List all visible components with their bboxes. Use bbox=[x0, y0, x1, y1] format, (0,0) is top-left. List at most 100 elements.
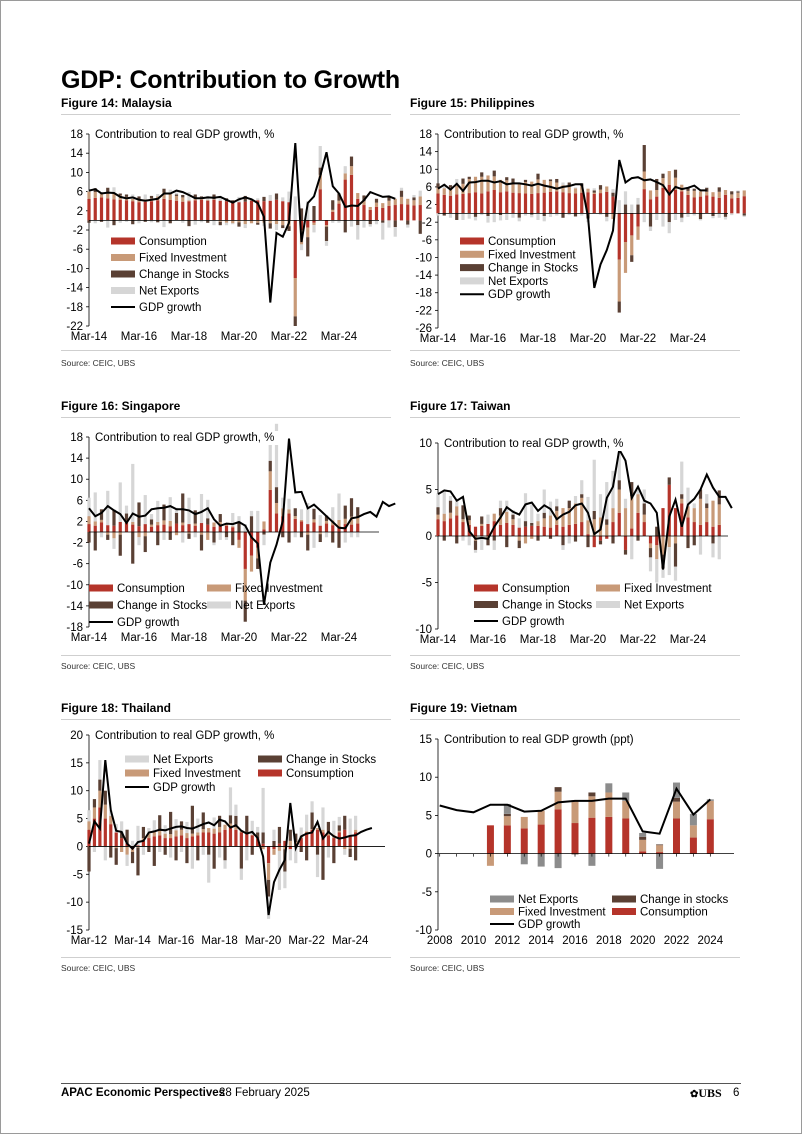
legend-swatch-net-exports bbox=[207, 601, 231, 609]
bar-change-in-stocks bbox=[152, 846, 156, 866]
y-tick-label: -18 bbox=[66, 302, 83, 314]
bar-consumption bbox=[315, 829, 320, 847]
bar-consumption bbox=[193, 525, 197, 532]
bar-change-in-stocks bbox=[106, 534, 110, 540]
bar-consumption bbox=[442, 521, 446, 536]
bar-fixed-investment bbox=[206, 532, 210, 540]
bar-change-in-stocks bbox=[536, 173, 540, 180]
title-rule bbox=[61, 417, 391, 418]
bar-net-exports bbox=[480, 536, 484, 550]
bar-consumption bbox=[212, 833, 216, 847]
bar-fixed-investment bbox=[109, 815, 113, 825]
bar-net-exports bbox=[348, 818, 352, 836]
legend-swatch-net-exports bbox=[490, 895, 514, 903]
bar-consumption bbox=[287, 513, 291, 532]
bar-change-in-stocks bbox=[315, 846, 320, 855]
bar-change-in-stocks bbox=[181, 194, 185, 198]
bar-net-exports bbox=[169, 846, 173, 858]
y-tick-label: 0 bbox=[426, 849, 432, 861]
bar-fixed-investment bbox=[162, 520, 166, 525]
bar-change-in-stocks bbox=[224, 532, 229, 538]
bar-net-exports bbox=[249, 510, 254, 517]
bar-net-exports bbox=[655, 213, 659, 220]
bar-net-exports bbox=[288, 849, 292, 861]
bar-fixed-investment bbox=[287, 509, 291, 514]
bar-consumption bbox=[99, 522, 104, 532]
bar-fixed-investment bbox=[467, 520, 471, 525]
bar-consumption bbox=[480, 525, 484, 536]
bar-fixed-investment bbox=[667, 171, 671, 185]
bar-consumption bbox=[143, 524, 147, 532]
bar-net-exports bbox=[374, 220, 379, 225]
bar-change-in-stocks bbox=[412, 197, 416, 201]
bar-net-exports bbox=[143, 194, 147, 200]
bar-consumption bbox=[623, 213, 628, 243]
x-tick-label: Mar-20 bbox=[570, 333, 606, 345]
bar-change-in-stocks bbox=[199, 534, 204, 551]
bar-net-exports bbox=[118, 482, 122, 522]
legend-label: Fixed Investment bbox=[624, 583, 712, 595]
bar-change-in-stocks bbox=[642, 145, 646, 172]
bar-net-exports bbox=[256, 826, 260, 833]
y-tick-label: -2 bbox=[73, 225, 83, 237]
bar-net-exports bbox=[179, 846, 184, 852]
bar-fixed-investment bbox=[436, 514, 440, 520]
bar-fixed-investment bbox=[505, 511, 509, 523]
y-tick-label: -6 bbox=[73, 244, 83, 256]
bar-fixed-investment bbox=[711, 500, 715, 527]
bar-net-exports bbox=[455, 178, 459, 186]
bar-net-exports bbox=[467, 213, 471, 219]
bar-consumption bbox=[455, 515, 459, 536]
bar-change-in-stocks bbox=[356, 507, 360, 517]
legend-swatch-consumption bbox=[612, 908, 636, 915]
bar-fixed-investment bbox=[536, 179, 540, 194]
footer-rule bbox=[61, 1083, 741, 1084]
bar-net-exports bbox=[698, 219, 703, 221]
bar-net-exports bbox=[124, 220, 129, 222]
bar-net-exports bbox=[217, 846, 222, 858]
bar-consumption bbox=[555, 524, 559, 536]
bar-net-exports bbox=[125, 854, 129, 866]
source-rule bbox=[410, 655, 740, 656]
bar-consumption bbox=[318, 189, 322, 221]
bar-change-in-stocks bbox=[592, 510, 596, 520]
bar-change-in-stocks bbox=[277, 826, 282, 844]
bar-net-exports bbox=[486, 514, 490, 524]
bar-change-in-stocks bbox=[312, 206, 316, 221]
bar-change-in-stocks bbox=[442, 213, 446, 216]
source-note: Source: CEIC, UBS bbox=[61, 963, 136, 973]
bar-fixed-investment bbox=[125, 846, 129, 855]
bar-fixed-investment bbox=[448, 187, 453, 196]
bar-consumption bbox=[272, 846, 276, 850]
bar-consumption bbox=[448, 518, 453, 536]
bar-consumption bbox=[131, 201, 135, 221]
y-tick-label: 10 bbox=[419, 772, 432, 784]
bar-consumption bbox=[174, 200, 179, 221]
bar-consumption bbox=[212, 199, 216, 221]
x-tick-label: Mar-20 bbox=[221, 632, 257, 644]
bar-consumption bbox=[536, 525, 540, 536]
x-tick-label: Mar-16 bbox=[158, 935, 194, 947]
bar-net-exports bbox=[162, 532, 166, 540]
bar-fixed-investment bbox=[630, 496, 634, 529]
bar-consumption bbox=[224, 525, 229, 532]
bar-net-exports bbox=[673, 213, 678, 220]
bar-consumption bbox=[256, 532, 260, 548]
bar-fixed-investment bbox=[711, 192, 715, 197]
bar-fixed-investment bbox=[592, 192, 596, 194]
bar-net-exports bbox=[448, 496, 453, 501]
bar-change-in-stocks bbox=[343, 815, 347, 830]
bar-net-exports bbox=[106, 490, 110, 526]
bar-consumption bbox=[337, 203, 341, 221]
bar-fixed-investment bbox=[672, 801, 680, 819]
bar-fixed-investment bbox=[312, 519, 316, 523]
bar-fixed-investment bbox=[174, 532, 179, 536]
x-tick-label: Mar-22 bbox=[271, 331, 307, 343]
bar-change-in-stocks bbox=[661, 173, 665, 179]
bar-change-in-stocks bbox=[511, 178, 515, 183]
bar-fixed-investment bbox=[312, 222, 316, 226]
bar-consumption bbox=[448, 195, 453, 214]
bar-change-in-stocks bbox=[680, 494, 684, 499]
bar-fixed-investment bbox=[480, 176, 484, 194]
bar-fixed-investment bbox=[667, 536, 671, 548]
